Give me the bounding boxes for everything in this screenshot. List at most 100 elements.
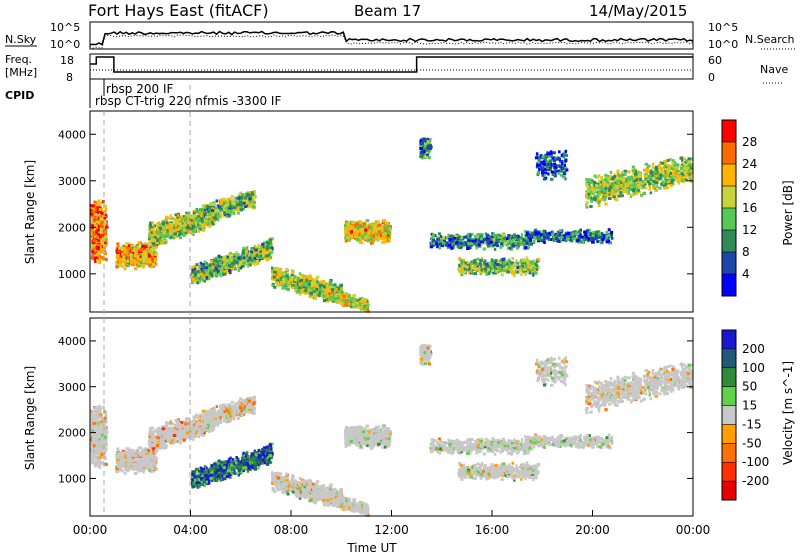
power-cell xyxy=(94,203,98,206)
power-cell xyxy=(480,268,483,272)
power-cell xyxy=(149,224,153,228)
power-cell xyxy=(222,207,226,211)
plot-title: Fort Hays East (fitACF) xyxy=(88,1,269,20)
power-cell xyxy=(497,235,501,239)
power-cell xyxy=(99,231,104,235)
power-cell xyxy=(237,256,241,260)
power-cell xyxy=(124,255,127,259)
power-cell xyxy=(232,209,236,213)
power-cell xyxy=(151,221,155,225)
power-cell xyxy=(281,286,284,290)
power-cell xyxy=(239,200,243,204)
power-cell xyxy=(115,249,119,253)
power-cell xyxy=(357,229,360,233)
power-cell xyxy=(269,256,272,260)
power-cell xyxy=(235,207,238,211)
power-cell xyxy=(99,215,103,218)
power-cell xyxy=(152,230,156,234)
power-cell xyxy=(387,232,391,236)
power-cell xyxy=(381,240,384,244)
power-cell xyxy=(163,225,168,229)
power-cell xyxy=(242,201,246,205)
power-cell xyxy=(190,231,193,235)
power-cell xyxy=(191,224,196,228)
power-cell xyxy=(429,147,432,150)
power-cell xyxy=(271,266,274,270)
power-cell xyxy=(184,224,188,228)
power-cell xyxy=(204,269,209,273)
power-cell xyxy=(212,204,216,208)
power-cell xyxy=(301,283,305,286)
power-cell xyxy=(103,246,106,249)
power-cell xyxy=(286,288,290,292)
power-cell xyxy=(121,248,124,252)
power-cell xyxy=(97,232,101,236)
power-cell xyxy=(198,221,202,225)
power-cell xyxy=(250,253,253,257)
power-cell xyxy=(527,265,530,269)
power-cell xyxy=(138,257,142,261)
power-cell xyxy=(474,234,477,238)
power-cell xyxy=(94,208,97,212)
power-cell xyxy=(224,206,229,210)
power-cell xyxy=(181,219,186,223)
power-cell xyxy=(155,238,160,242)
power-cell xyxy=(130,257,134,261)
power-cell xyxy=(323,290,327,294)
power-cell xyxy=(208,222,211,226)
power-cell xyxy=(104,241,107,245)
power-cell xyxy=(184,231,188,234)
power-cell xyxy=(139,241,143,245)
power-cell xyxy=(165,232,169,236)
power-cell xyxy=(129,246,134,250)
power-cell xyxy=(228,264,232,268)
power-cell xyxy=(103,230,107,234)
noise-panel-frame xyxy=(89,21,694,50)
power-cell xyxy=(459,242,463,245)
power-cell xyxy=(313,297,317,301)
freq-tick-bottom: 8 xyxy=(66,71,73,84)
power-cell xyxy=(184,217,188,220)
power-cell xyxy=(238,267,241,271)
power-cell xyxy=(152,247,155,251)
power-cell xyxy=(246,265,249,269)
power-cell xyxy=(425,148,430,152)
power-cell xyxy=(165,219,169,223)
power-cell xyxy=(245,194,249,198)
power-cell xyxy=(245,202,248,206)
power-cell xyxy=(90,237,94,241)
power-cell xyxy=(100,228,105,232)
power-cell xyxy=(219,210,222,214)
power-cell xyxy=(353,228,357,232)
power-cell xyxy=(298,282,302,286)
power-cell xyxy=(182,224,186,228)
nsky-tick-bottom: 10^0 xyxy=(50,38,80,51)
power-cell xyxy=(95,252,99,256)
freq-panel-frame xyxy=(89,53,694,80)
power-cell xyxy=(335,288,338,292)
power-cell xyxy=(200,215,203,219)
power-cell xyxy=(176,227,180,231)
power-cell xyxy=(93,243,97,247)
power-cell xyxy=(189,225,193,229)
power-cell xyxy=(328,280,332,284)
power-cell xyxy=(148,250,152,254)
power-cell xyxy=(265,254,269,258)
power-cell xyxy=(282,278,286,282)
power-cell xyxy=(102,244,107,248)
power-cell xyxy=(149,240,154,244)
power-cell xyxy=(479,237,483,241)
power-cell xyxy=(346,221,350,225)
power-cell xyxy=(206,220,210,224)
power-cell xyxy=(242,207,245,211)
power-cell xyxy=(93,256,97,260)
power-cell xyxy=(152,262,155,266)
power-cells xyxy=(90,137,694,313)
power-cell xyxy=(205,266,208,270)
power-cell xyxy=(157,221,161,225)
power-cell xyxy=(168,232,172,236)
power-cell xyxy=(92,218,96,221)
power-cell xyxy=(242,264,245,268)
power-cell xyxy=(155,242,159,246)
power-cell xyxy=(266,242,270,246)
